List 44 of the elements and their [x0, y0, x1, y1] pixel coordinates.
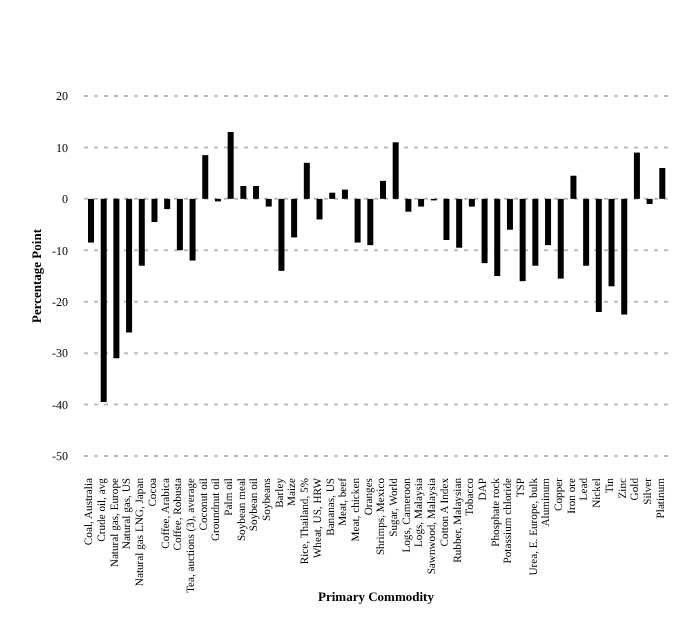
bar [456, 198, 463, 248]
bar [392, 142, 399, 199]
bar [164, 198, 171, 210]
bar [595, 198, 602, 312]
bar [329, 192, 336, 199]
bar [608, 198, 615, 287]
bar [418, 198, 425, 207]
bar [506, 198, 513, 230]
bar [621, 198, 628, 315]
bar [176, 198, 183, 251]
bar [240, 186, 247, 199]
bar [88, 198, 94, 243]
bar [659, 168, 666, 199]
bar [380, 180, 386, 199]
bar [468, 198, 475, 207]
bar [303, 162, 310, 199]
bar [367, 198, 374, 246]
bar [265, 198, 272, 207]
bar [151, 198, 158, 222]
bar [341, 189, 348, 199]
bar [633, 152, 640, 199]
bar [481, 198, 488, 264]
bar [316, 198, 323, 220]
bar [253, 186, 260, 199]
bar [126, 198, 133, 333]
bar [227, 132, 234, 199]
bar [202, 155, 209, 199]
bar [443, 198, 450, 240]
bar [113, 198, 120, 359]
bar [291, 198, 298, 238]
bar [405, 198, 412, 212]
bar [494, 198, 501, 276]
bar [519, 198, 526, 282]
bar [138, 198, 145, 266]
bar [278, 198, 285, 271]
bar [646, 198, 653, 204]
bar [100, 198, 107, 402]
bar [354, 198, 361, 243]
bar [189, 198, 196, 261]
bar [545, 198, 552, 246]
bar [583, 198, 590, 266]
bar [532, 198, 539, 266]
bar [570, 175, 577, 199]
bar [557, 198, 564, 279]
